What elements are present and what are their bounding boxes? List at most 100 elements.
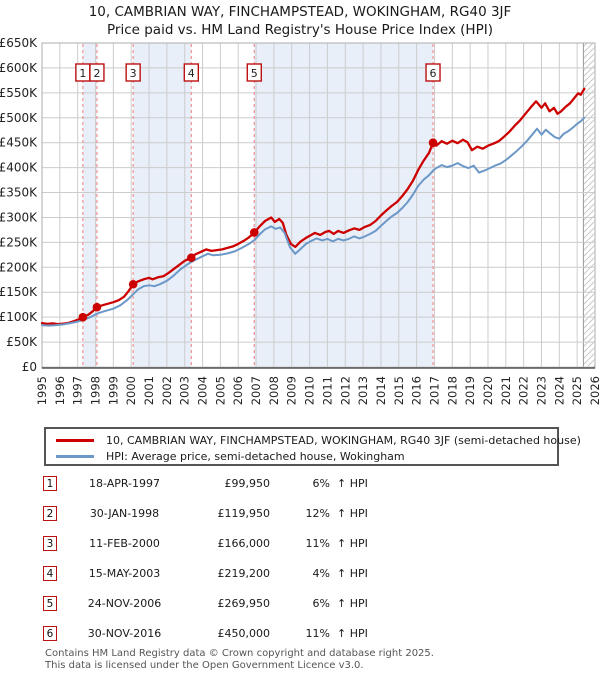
future-hatch-band xyxy=(583,43,595,368)
price-paid-line-swatch xyxy=(56,438,94,442)
sale-point-3 xyxy=(128,279,138,289)
footer-line-1: Contains HM Land Registry data © Crown c… xyxy=(45,648,434,659)
owned-period-band xyxy=(82,43,97,368)
x-tick-label: 1999 xyxy=(106,376,120,405)
sale-marker-number-1: 1 xyxy=(79,67,86,80)
y-tick-label: £500K xyxy=(0,111,38,125)
transaction-row-3: 3 11-FEB-2000 £166,000 11% ↑ HPI xyxy=(43,536,573,566)
x-tick-label: 2009 xyxy=(285,376,299,405)
transaction-row-6: 6 30-NOV-2016 £450,000 11% ↑ HPI xyxy=(43,626,573,656)
transaction-row-2: 2 30-JAN-1998 £119,950 12% ↑ HPI xyxy=(43,506,573,536)
y-tick-label: £600K xyxy=(0,61,38,75)
x-tick-label: 2005 xyxy=(213,376,227,405)
y-tick-label: £350K xyxy=(0,186,38,200)
x-tick-label: 2015 xyxy=(392,376,406,405)
transaction-hpi-delta: 4% xyxy=(312,567,330,580)
transaction-date: 11-FEB-2000 xyxy=(89,537,160,550)
x-tick-label: 2024 xyxy=(552,376,566,405)
transactions-table: 1 18-APR-1997 £99,950 6% ↑ HPI 2 30-JAN-1998 £1… xyxy=(43,476,573,656)
transaction-hpi-direction: ↑ HPI xyxy=(337,567,368,580)
transaction-hpi-direction: ↑ HPI xyxy=(337,627,368,640)
sale-point-1 xyxy=(78,312,88,322)
x-tick-label: 2007 xyxy=(249,376,263,405)
x-tick-label: 2011 xyxy=(320,376,334,405)
y-tick-label: £100K xyxy=(0,310,38,324)
transaction-price: £99,950 xyxy=(224,477,271,490)
owned-period-band xyxy=(133,43,192,368)
x-tick-label: 2013 xyxy=(356,376,370,405)
transaction-price: £166,000 xyxy=(217,537,271,550)
transaction-date: 24-NOV-2006 xyxy=(87,597,162,610)
y-tick-label: £50K xyxy=(6,335,38,349)
y-tick-label: £250K xyxy=(0,235,38,249)
transaction-date: 30-JAN-1998 xyxy=(89,507,160,520)
y-tick-label: £650K xyxy=(0,36,38,50)
x-tick-label: 1998 xyxy=(89,376,103,405)
sale-marker-number-6: 6 xyxy=(430,67,437,80)
transaction-number-badge: 1 xyxy=(43,476,57,491)
transaction-price: £269,950 xyxy=(217,597,271,610)
x-tick-label: 2017 xyxy=(427,376,441,405)
sale-marker-box-2 xyxy=(89,63,105,82)
sale-point-2 xyxy=(92,302,102,312)
sale-marker-box-3 xyxy=(125,63,141,82)
x-tick-label: 2001 xyxy=(142,376,156,405)
transaction-hpi-direction: ↑ HPI xyxy=(337,597,368,610)
y-tick-label: £400K xyxy=(0,161,38,175)
transaction-row-5: 5 24-NOV-2006 £269,950 6% ↑ HPI xyxy=(43,596,573,626)
x-tick-label: 2012 xyxy=(338,376,352,405)
transaction-number-badge: 5 xyxy=(43,596,57,611)
hpi-line xyxy=(41,116,586,327)
transaction-hpi-direction: ↑ HPI xyxy=(337,477,368,490)
price-history-chart: 1 2 3 4 5 6 £0 £50K £100K £150K £200K £250K £300K £35… xyxy=(0,36,600,405)
transaction-hpi-direction: ↑ HPI xyxy=(337,507,368,520)
transaction-row-1: 1 18-APR-1997 £99,950 6% ↑ HPI xyxy=(43,476,573,506)
sale-marker-number-5: 5 xyxy=(251,67,258,80)
transaction-number-badge: 4 xyxy=(43,566,57,581)
transaction-price: £450,000 xyxy=(217,627,271,640)
sale-marker-box-5 xyxy=(246,63,262,82)
legend-row-price-paid: 10, CAMBRIAN WAY, FINCHAMPSTEAD, WOKINGH… xyxy=(56,432,581,448)
legend-row-hpi: HPI: Average price, semi-detached house,… xyxy=(56,448,557,464)
y-tick-label: £200K xyxy=(0,260,38,274)
transaction-hpi-delta: 12% xyxy=(305,507,330,520)
footer-line-2: This data is licensed under the Open Gov… xyxy=(45,659,364,671)
sale-marker-box-6 xyxy=(425,63,441,82)
x-tick-label: 2018 xyxy=(445,376,459,405)
y-tick-label: £450K xyxy=(0,136,38,150)
chart-legend: 10, CAMBRIAN WAY, FINCHAMPSTEAD, WOKINGH… xyxy=(44,427,581,466)
sale-marker-number-4: 4 xyxy=(188,67,195,80)
legend-label-hpi: HPI: Average price, semi-detached house,… xyxy=(106,449,405,463)
transaction-number-badge: 6 xyxy=(43,626,57,641)
transaction-price: £219,200 xyxy=(217,567,271,580)
transaction-date: 30-NOV-2016 xyxy=(87,627,162,640)
transaction-row-4: 4 15-MAY-2003 £219,200 4% ↑ HPI xyxy=(43,566,573,596)
transaction-date: 18-APR-1997 xyxy=(88,477,161,490)
owned-period-band xyxy=(254,43,434,368)
x-tick-label: 2010 xyxy=(303,376,317,405)
transaction-hpi-delta: 11% xyxy=(305,627,330,640)
sale-point-4 xyxy=(187,253,196,263)
x-tick-label: 2016 xyxy=(410,376,424,405)
y-tick-label: £300K xyxy=(0,210,38,224)
page-title: 10, CAMBRIAN WAY, FINCHAMPSTEAD, WOKINGH… xyxy=(88,4,512,20)
transaction-date: 15-MAY-2003 xyxy=(88,567,161,580)
legend-label-price-paid: 10, CAMBRIAN WAY, FINCHAMPSTEAD, WOKINGH… xyxy=(106,433,581,447)
transaction-hpi-delta: 6% xyxy=(312,477,330,490)
x-tick-label: 2006 xyxy=(231,376,245,405)
x-tick-label: 2025 xyxy=(570,376,584,405)
x-tick-label: 2014 xyxy=(374,376,388,405)
transaction-hpi-delta: 11% xyxy=(305,537,330,550)
x-tick-label: 2008 xyxy=(267,376,281,405)
sale-marker-number-2: 2 xyxy=(93,67,100,80)
x-tick-label: 2020 xyxy=(481,376,495,405)
transaction-hpi-delta: 6% xyxy=(312,597,330,610)
transaction-hpi-direction: ↑ HPI xyxy=(337,537,368,550)
hpi-line-swatch xyxy=(56,454,94,458)
x-tick-label: 2022 xyxy=(517,376,531,405)
x-tick-label: 2023 xyxy=(534,376,548,405)
sale-point-5 xyxy=(249,228,259,237)
x-tick-label: 2021 xyxy=(499,376,513,405)
transaction-price: £119,950 xyxy=(217,507,271,520)
x-tick-label: 2002 xyxy=(160,376,174,405)
